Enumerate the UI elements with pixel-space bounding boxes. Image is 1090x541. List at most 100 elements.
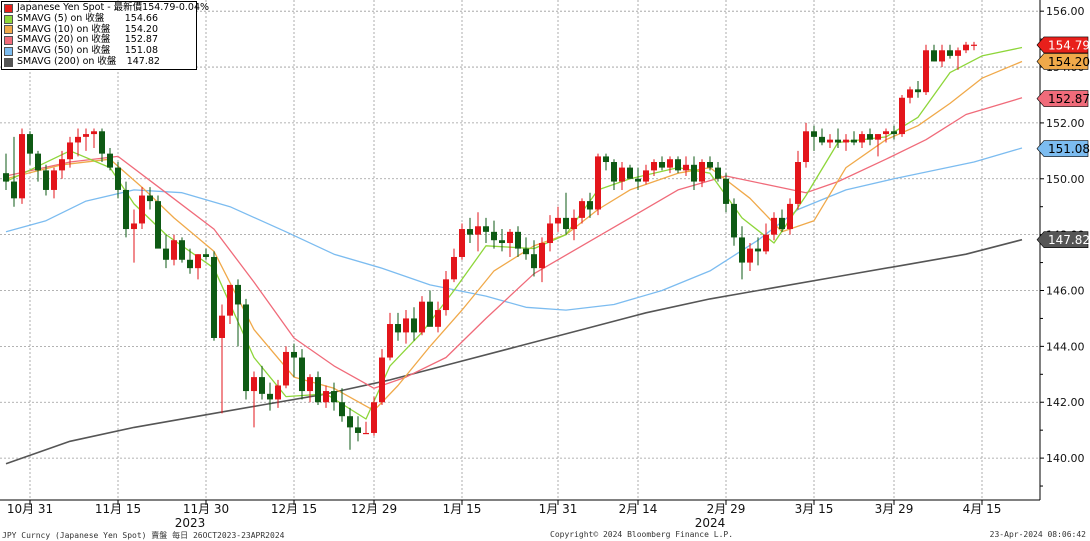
candle-body bbox=[147, 195, 153, 202]
candle-body bbox=[579, 201, 585, 218]
candle-body bbox=[955, 50, 961, 56]
candle-body bbox=[611, 162, 617, 182]
price-tags: 154.79 154.20 152.87 151.08 147.82 bbox=[1036, 36, 1090, 248]
sma200-tag-label: 147.82 bbox=[1048, 233, 1090, 247]
gridlines bbox=[0, 0, 1040, 500]
candle-body bbox=[571, 217, 577, 230]
candle-body bbox=[507, 231, 513, 244]
candle-body bbox=[139, 195, 145, 224]
candle-body bbox=[91, 131, 97, 135]
candle-body bbox=[675, 159, 681, 171]
x-tick-label: 1月 31 bbox=[539, 502, 578, 516]
x-tick-label: 11月 15 bbox=[95, 502, 141, 516]
candle-body bbox=[163, 248, 169, 260]
candle-body bbox=[835, 139, 841, 143]
footer-timestamp: 23-Apr-2024 08:06:42 bbox=[989, 530, 1086, 539]
x-tick-label: 3月 29 bbox=[875, 502, 914, 516]
candle-body bbox=[659, 162, 665, 168]
legend-swatch-sma10 bbox=[4, 25, 13, 35]
candle-body bbox=[483, 226, 489, 232]
candle-body bbox=[931, 50, 937, 62]
candle-body bbox=[307, 377, 313, 392]
x-tick-label: 2月 29 bbox=[707, 502, 746, 516]
candle-body bbox=[875, 134, 881, 140]
y-tick-labels: 156.00154.00152.00150.00148.00146.00144.… bbox=[1046, 5, 1085, 465]
candle-body bbox=[915, 89, 921, 93]
candle-body bbox=[251, 377, 257, 392]
candle-body bbox=[131, 223, 137, 230]
candle-body bbox=[419, 301, 425, 333]
candle-body bbox=[291, 351, 297, 358]
legend-swatch-main bbox=[4, 3, 13, 13]
candle-body bbox=[563, 217, 569, 230]
x-tick-label: 2月 14 bbox=[619, 502, 658, 516]
sma20-tag-label: 152.87 bbox=[1048, 92, 1090, 106]
candle-body bbox=[315, 377, 321, 403]
legend-change-main: -0.04% bbox=[175, 2, 210, 13]
legend-label-sma5: SMAVG (5) on 收盤 bbox=[17, 12, 105, 24]
candle-body bbox=[779, 217, 785, 230]
legend-swatch-sma50 bbox=[4, 47, 13, 57]
candle-body bbox=[3, 173, 9, 182]
candle-body bbox=[731, 203, 737, 238]
candle-body bbox=[603, 156, 609, 163]
candle-body bbox=[635, 178, 641, 182]
x-tick-label: 12月 15 bbox=[271, 502, 317, 516]
candle-body bbox=[739, 237, 745, 263]
candle-body bbox=[355, 427, 361, 433]
candle-body bbox=[267, 393, 273, 400]
candle-body bbox=[923, 50, 929, 93]
candle-body bbox=[171, 240, 177, 260]
candle-body bbox=[203, 254, 209, 257]
x-tick-label: 3月 15 bbox=[795, 502, 834, 516]
moving-average-lines bbox=[5, 46, 1023, 465]
legend-label-sma20: SMAVG (20) on 收盤 bbox=[17, 34, 111, 46]
last-price-tag: 154.79 bbox=[1036, 36, 1090, 54]
candlesticks bbox=[3, 41, 977, 450]
candle-body bbox=[699, 162, 705, 182]
candle-body bbox=[867, 134, 873, 140]
candle-body bbox=[155, 201, 161, 249]
x-tick-label: 4月 15 bbox=[963, 502, 1002, 516]
sma20-tag: 152.87 bbox=[1036, 90, 1090, 107]
candle-body bbox=[707, 162, 713, 168]
x-tick-label: 12月 29 bbox=[351, 502, 397, 516]
candle-body bbox=[651, 162, 657, 171]
legend-swatch-sma20 bbox=[4, 36, 13, 46]
candle-body bbox=[35, 153, 41, 171]
legend-value-sma10: 154.20 bbox=[124, 23, 158, 35]
sma50-tag-label: 151.08 bbox=[1048, 142, 1090, 156]
y-tick-label: 150.00 bbox=[1046, 173, 1085, 186]
sma10-tag-label: 154.20 bbox=[1048, 55, 1090, 69]
candle-body bbox=[283, 351, 289, 386]
candle-body bbox=[107, 153, 113, 168]
sma20-tag-box bbox=[1036, 90, 1089, 107]
candle-body bbox=[515, 231, 521, 249]
candle-body bbox=[83, 134, 89, 137]
candle-body bbox=[19, 134, 25, 199]
candle-body bbox=[427, 301, 433, 327]
candle-body bbox=[43, 170, 49, 190]
candle-body bbox=[115, 167, 121, 190]
candle-body bbox=[195, 254, 201, 269]
candle-body bbox=[883, 131, 889, 135]
candle-body bbox=[27, 134, 33, 154]
legend-value-sma20: 152.87 bbox=[124, 34, 158, 46]
candle-body bbox=[755, 248, 761, 252]
candle-body bbox=[243, 304, 249, 392]
candle-body bbox=[595, 156, 601, 210]
legend-row-sma50: SMAVG (50) on 收盤 151.08 bbox=[4, 45, 194, 57]
candle-body bbox=[123, 189, 129, 230]
candle-body bbox=[803, 131, 809, 163]
candle-body bbox=[331, 391, 337, 403]
candle-body bbox=[763, 234, 769, 252]
sma10-tag-box bbox=[1036, 53, 1089, 70]
candle-body bbox=[339, 402, 345, 417]
candle-body bbox=[379, 357, 385, 403]
legend-label-sma50: SMAVG (50) on 收盤 bbox=[17, 45, 111, 57]
candle-body bbox=[395, 324, 401, 333]
footer-copyright: Copyright© 2024 Bloomberg Finance L.P. bbox=[550, 530, 734, 539]
candle-body bbox=[643, 170, 649, 182]
candle-body bbox=[459, 229, 465, 257]
candle-body bbox=[75, 136, 81, 143]
